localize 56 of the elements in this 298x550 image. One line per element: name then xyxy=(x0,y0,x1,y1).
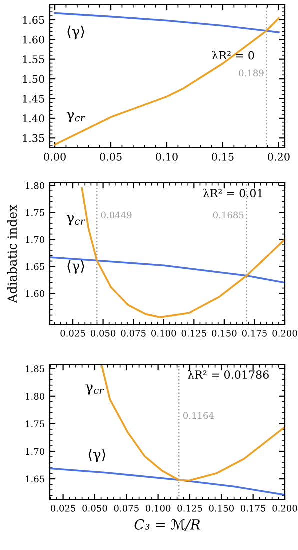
series-label: γ$_{cr}$ xyxy=(66,112,86,122)
annotation: λR² = 0 xyxy=(212,51,254,60)
x-tick-label: 0.20 xyxy=(268,153,290,161)
y-tick-label: 1.70 xyxy=(26,236,45,244)
series-label: ⟨γ⟩ xyxy=(68,26,84,40)
x-tick-label: 0.050 xyxy=(82,505,108,512)
annotation: λR² = 0.01 xyxy=(203,188,262,198)
y-tick-label: 1.75 xyxy=(26,209,44,216)
y-tick-label: 1.60 xyxy=(26,290,45,298)
x-tick-label: 0.175 xyxy=(242,330,267,337)
y-tick-label: 1.35 xyxy=(23,134,44,142)
y-tick-label: 1.75 xyxy=(26,420,44,428)
x-tick-label: 0.175 xyxy=(241,505,266,512)
series-label: γ$_{cr}$ xyxy=(66,216,86,226)
x-tick-label: 0.100 xyxy=(152,330,176,337)
ref-line-label: 0.1685 xyxy=(213,212,244,219)
y-tick-label: 1.80 xyxy=(26,393,45,400)
x-tick-label: 0.05 xyxy=(100,153,122,161)
x-tick-label: 0.050 xyxy=(90,330,116,337)
y-tick-label: 1.50 xyxy=(23,75,44,84)
annotation: λR² = 0.01786 xyxy=(188,370,269,380)
x-tick-label: 0.025 xyxy=(50,505,76,512)
x-tick-label: 0.10 xyxy=(156,153,178,161)
line-series xyxy=(50,468,285,496)
y-tick-label: 1.85 xyxy=(26,366,44,372)
y-tick-label: 1.80 xyxy=(26,182,45,190)
y-tick-label: 1.65 xyxy=(26,476,44,483)
y-tick-label: 1.65 xyxy=(23,16,44,24)
y-axis-title: Adiabatic index xyxy=(7,204,18,304)
x-tick-label: 0.025 xyxy=(60,330,86,337)
y-tick-label: 1.65 xyxy=(26,263,44,270)
x-tick-label: 0.075 xyxy=(114,505,139,512)
x-tick-label: 0.200 xyxy=(272,505,298,512)
y-tick-label: 1.70 xyxy=(26,448,45,456)
x-tick-label: 0.00 xyxy=(44,153,66,161)
x-tick-label: 0.15 xyxy=(212,153,234,161)
ref-line-label: 0.189 xyxy=(239,70,264,77)
ref-line-label: 0.0449 xyxy=(101,212,132,219)
line-series xyxy=(54,17,280,146)
y-tick-label: 1.45 xyxy=(23,94,44,103)
x-tick-label: 0.125 xyxy=(178,505,202,512)
x-tick-label: 0.150 xyxy=(209,505,234,512)
series-label: ⟨γ⟩ xyxy=(68,260,84,274)
x-tick-label: 0.200 xyxy=(272,330,298,337)
y-tick-label: 1.40 xyxy=(23,114,44,123)
series-label: γ$_{cr}$ xyxy=(86,384,104,395)
ref-line-label: 0.1164 xyxy=(183,412,214,420)
x-axis-title: C₃ = ℳ/R xyxy=(134,519,200,531)
x-tick-label: 0.100 xyxy=(146,505,171,512)
x-tick-label: 0.075 xyxy=(121,330,146,337)
x-tick-label: 0.150 xyxy=(212,330,237,337)
line-series xyxy=(50,256,285,284)
series-label: ⟨γ⟩ xyxy=(88,448,106,462)
y-tick-label: 1.55 xyxy=(23,56,44,64)
x-tick-label: 0.125 xyxy=(182,330,206,337)
y-tick-label: 1.60 xyxy=(23,36,44,44)
